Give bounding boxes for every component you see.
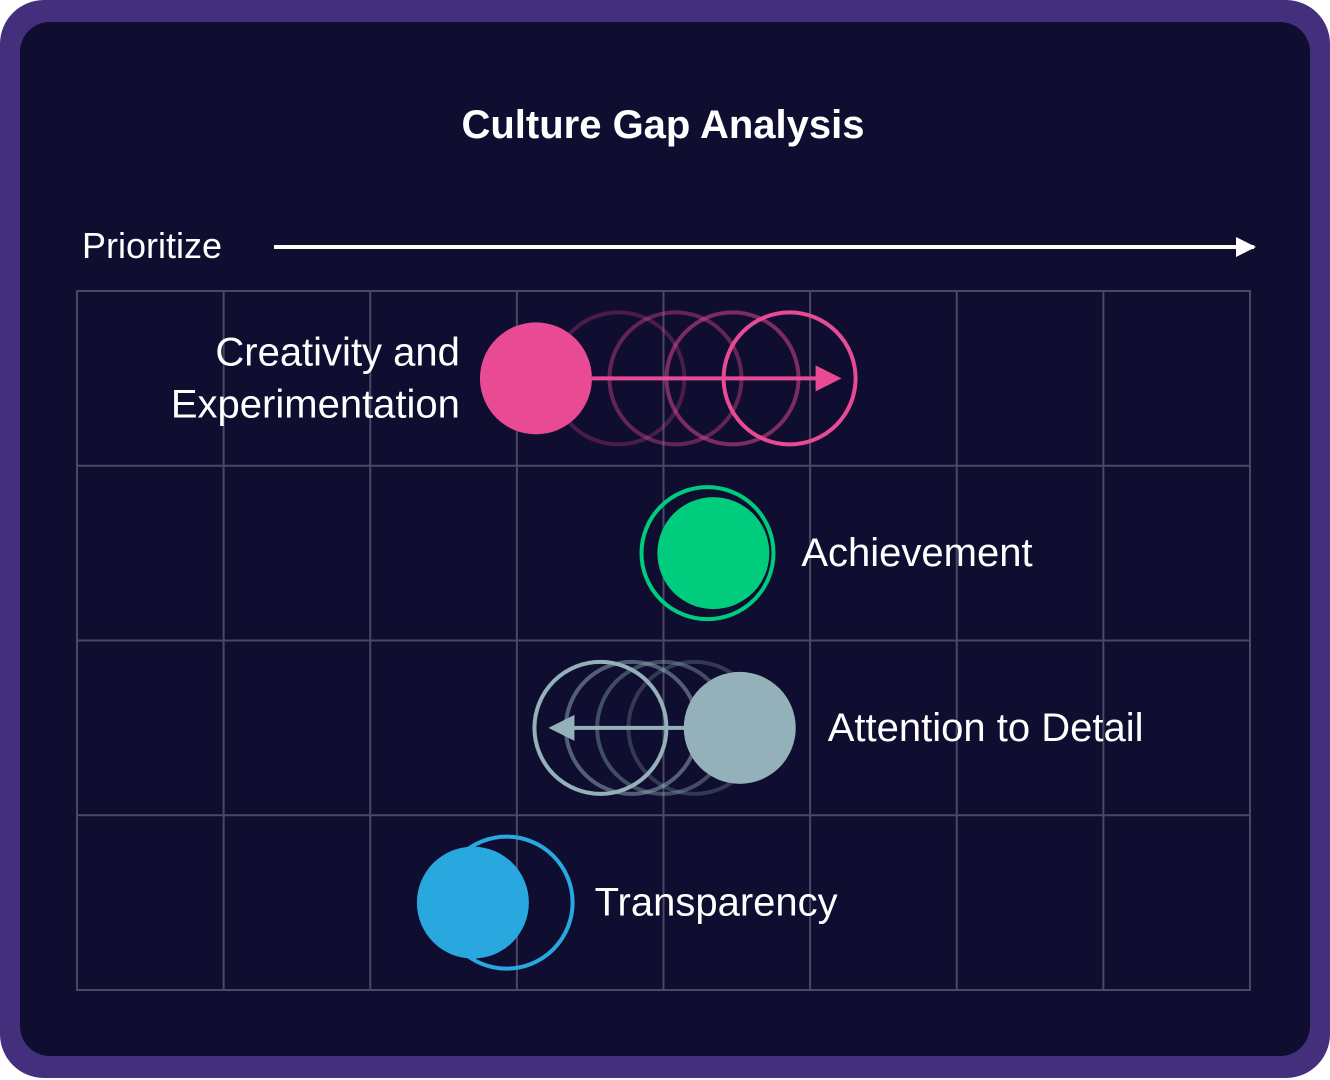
row-label: Attention to Detail bbox=[828, 706, 1144, 750]
row-label: Transparency bbox=[595, 881, 838, 925]
change-arrow-head bbox=[548, 714, 575, 741]
row-label-line: Experimentation bbox=[171, 382, 460, 426]
row-0: Creativity and Experimentation bbox=[171, 310, 858, 447]
target-ring bbox=[639, 485, 776, 622]
marks-layer: Creativity and Experimentation Achievement… bbox=[171, 310, 1144, 971]
current-dot bbox=[657, 497, 770, 610]
row-label: Creativity and Experimentation bbox=[171, 330, 460, 426]
row-2: Attention to Detail bbox=[532, 659, 1144, 796]
row-label-line: Achievement bbox=[801, 531, 1032, 575]
row-label-line: Creativity and bbox=[215, 330, 460, 374]
chart-title: Culture Gap Analysis bbox=[461, 103, 864, 147]
row-3: Transparency bbox=[416, 834, 838, 971]
row-1: Achievement bbox=[639, 485, 1033, 622]
current-dot bbox=[416, 846, 529, 959]
change-arrow-head bbox=[815, 365, 842, 392]
current-dot bbox=[479, 322, 592, 435]
x-axis-label: Prioritize bbox=[82, 225, 222, 266]
row-label-line: Transparency bbox=[595, 881, 838, 925]
row-label-line: Attention to Detail bbox=[828, 706, 1144, 750]
row-label: Achievement bbox=[801, 531, 1032, 575]
